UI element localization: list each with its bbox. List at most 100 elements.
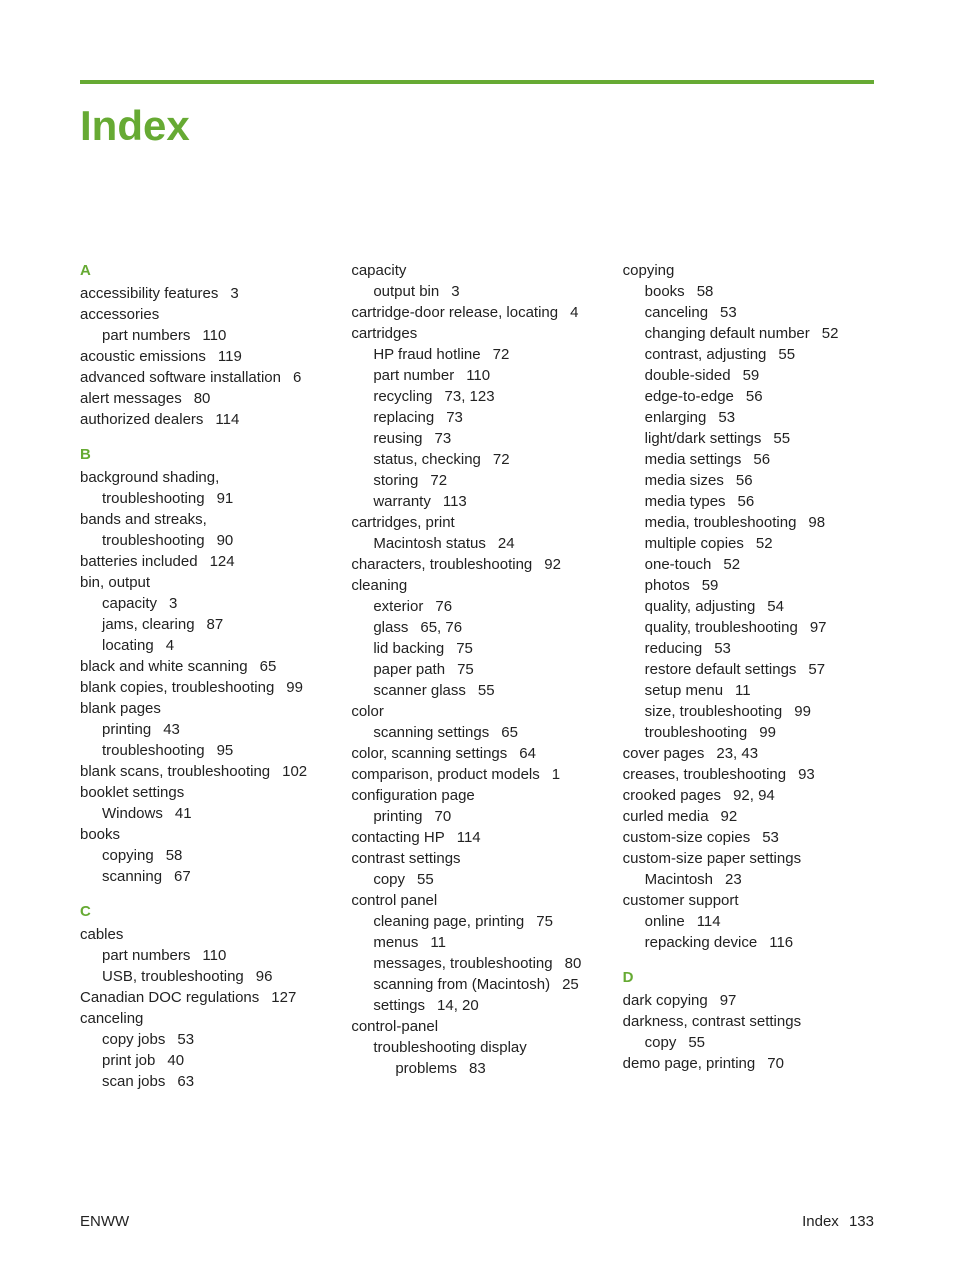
index-entry-pages: 58	[166, 845, 183, 866]
index-entry-pages: 72	[493, 449, 510, 470]
index-entry: Macintosh23	[623, 869, 874, 890]
index-entry-pages: 24	[498, 533, 515, 554]
index-entry-pages: 54	[767, 596, 784, 617]
index-entry-pages: 92	[544, 554, 561, 575]
index-entry: printing43	[80, 719, 331, 740]
index-entry-pages: 75	[457, 659, 474, 680]
index-entry-text: copying	[102, 847, 154, 864]
index-entry: quality, adjusting54	[623, 596, 874, 617]
index-entry: one-touch52	[623, 554, 874, 575]
page-title: Index	[80, 102, 874, 150]
index-entry: restore default settings57	[623, 659, 874, 680]
index-entry: configuration page	[351, 785, 602, 806]
index-entry-text: print job	[102, 1052, 155, 1069]
index-entry-text: media, troubleshooting	[645, 514, 797, 531]
index-entry: contacting HP114	[351, 827, 602, 848]
index-entry: replacing73	[351, 407, 602, 428]
index-section-letter: D	[623, 967, 874, 988]
index-entry-pages: 73	[446, 407, 463, 428]
index-entry-pages: 91	[217, 488, 234, 509]
index-entry-text: messages, troubleshooting	[373, 955, 552, 972]
index-entry-text: reducing	[645, 640, 703, 657]
index-entry-text: creases, troubleshooting	[623, 766, 786, 783]
index-entry: printing70	[351, 806, 602, 827]
index-entry: menus11	[351, 932, 602, 953]
index-entry-pages: 40	[167, 1050, 184, 1071]
index-entry-pages: 95	[217, 740, 234, 761]
index-entry-text: custom-size copies	[623, 829, 751, 846]
index-entry-text: enlarging	[645, 409, 707, 426]
index-entry-text: multiple copies	[645, 535, 744, 552]
index-entry-pages: 110	[466, 365, 490, 386]
index-entry-pages: 72	[493, 344, 510, 365]
index-entry: advanced software installation6	[80, 367, 331, 388]
index-entry-pages: 73, 123	[445, 386, 495, 407]
index-entry-pages: 99	[794, 701, 811, 722]
index-entry-text: USB, troubleshooting	[102, 968, 244, 985]
index-entry: reducing53	[623, 638, 874, 659]
index-entry: glass65, 76	[351, 617, 602, 638]
index-entry: troubleshooting99	[623, 722, 874, 743]
index-entry-pages: 52	[822, 323, 839, 344]
index-entry-pages: 64	[519, 743, 536, 764]
index-entry: Windows41	[80, 803, 331, 824]
index-entry: messages, troubleshooting80	[351, 953, 602, 974]
index-entry-text: control panel	[351, 892, 437, 909]
index-entry: cleaning	[351, 575, 602, 596]
index-entry: blank copies, troubleshooting99	[80, 677, 331, 698]
index-entry-text: edge-to-edge	[645, 388, 734, 405]
index-entry-pages: 119	[218, 346, 242, 367]
index-entry-text: copy	[373, 871, 405, 888]
index-entry: bands and streaks,	[80, 509, 331, 530]
index-entry: control-panel	[351, 1016, 602, 1037]
index-entry-pages: 11	[735, 680, 751, 701]
index-entry-pages: 114	[215, 409, 239, 430]
index-entry-text: settings	[373, 997, 425, 1014]
index-entry: capacity3	[80, 593, 331, 614]
index-entry: booklet settings	[80, 782, 331, 803]
index-entry: storing72	[351, 470, 602, 491]
index-entry-pages: 76	[435, 596, 452, 617]
index-entry: media settings56	[623, 449, 874, 470]
index-entry-text: double-sided	[645, 367, 731, 384]
index-entry: reusing73	[351, 428, 602, 449]
index-entry: control panel	[351, 890, 602, 911]
index-entry-pages: 87	[207, 614, 224, 635]
index-entry-text: alert messages	[80, 390, 182, 407]
index-entry-text: size, troubleshooting	[645, 703, 783, 720]
index-entry-text: output bin	[373, 283, 439, 300]
index-entry-pages: 70	[767, 1053, 784, 1074]
index-entry-pages: 3	[451, 281, 459, 302]
index-entry: cover pages23, 43	[623, 743, 874, 764]
index-entry-pages: 3	[169, 593, 177, 614]
index-entry-text: copy jobs	[102, 1031, 165, 1048]
index-entry-text: booklet settings	[80, 784, 184, 801]
index-entry-pages: 41	[175, 803, 192, 824]
index-entry: canceling53	[623, 302, 874, 323]
index-entry-pages: 83	[469, 1058, 486, 1079]
index-entry: part numbers110	[80, 325, 331, 346]
index-entry: scan jobs63	[80, 1071, 331, 1092]
index-entry-text: color	[351, 703, 384, 720]
index-column-1: Aaccessibility features3accessoriespart …	[80, 260, 331, 1092]
index-entry-pages: 75	[536, 911, 553, 932]
index-entry: color, scanning settings64	[351, 743, 602, 764]
index-entry-pages: 43	[163, 719, 180, 740]
index-entry-pages: 93	[798, 764, 815, 785]
index-entry-text: setup menu	[645, 682, 723, 699]
index-entry-text: part number	[373, 367, 454, 384]
index-entry-text: advanced software installation	[80, 369, 281, 386]
index-entry-pages: 65	[260, 656, 277, 677]
index-entry: copying 58	[80, 845, 331, 866]
index-entry-pages: 14, 20	[437, 995, 479, 1016]
index-entry-text: part numbers	[102, 327, 190, 344]
index-entry-text: contacting HP	[351, 829, 444, 846]
index-entry: custom-size copies53	[623, 827, 874, 848]
index-entry-text: copying	[623, 262, 675, 279]
index-entry: books	[80, 824, 331, 845]
index-entry: cleaning page, printing75	[351, 911, 602, 932]
index-entry-pages: 80	[194, 388, 211, 409]
index-entry: troubleshooting91	[80, 488, 331, 509]
index-entry-text: canceling	[80, 1010, 143, 1027]
index-entry-text: comparison, product models	[351, 766, 539, 783]
